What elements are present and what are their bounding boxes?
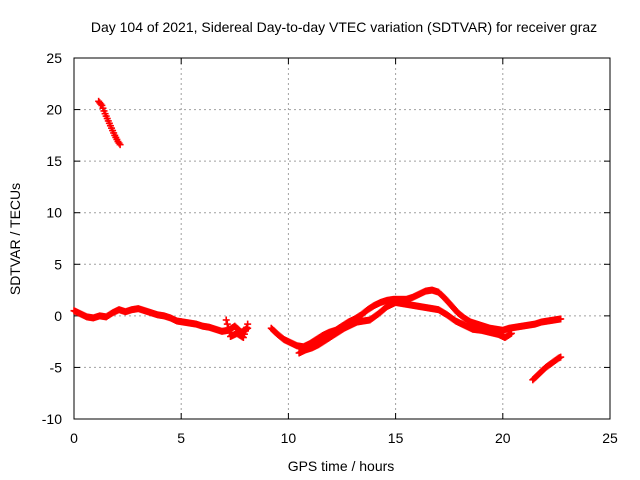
data-point bbox=[274, 330, 287, 343]
data-point bbox=[557, 353, 565, 361]
y-tick-label: 10 bbox=[46, 205, 62, 221]
y-tick-label: 5 bbox=[54, 256, 62, 272]
data-point bbox=[441, 294, 454, 308]
x-tick-label: 15 bbox=[388, 430, 404, 446]
series-segment-main bbox=[70, 305, 252, 336]
y-tick-label: 15 bbox=[46, 153, 62, 169]
data-point bbox=[452, 317, 467, 329]
grid bbox=[74, 58, 610, 419]
data-point bbox=[467, 318, 480, 328]
plot-frame bbox=[73, 57, 611, 420]
data-point bbox=[166, 314, 180, 324]
series-segment-mid-lower-band bbox=[295, 298, 515, 357]
data-point bbox=[447, 302, 461, 316]
y-tick-label: -5 bbox=[50, 359, 63, 375]
data-point bbox=[116, 141, 124, 149]
y-tick-label: -10 bbox=[42, 411, 62, 427]
data-point bbox=[244, 320, 252, 328]
x-tick-labels: 0 5 10 15 20 25 bbox=[70, 430, 618, 446]
data-point bbox=[104, 117, 114, 130]
series-segment-main-dropouts bbox=[222, 316, 252, 342]
y-axis-label: SDTVAR / TECUs bbox=[7, 183, 23, 295]
chart-title: Day 104 of 2021, Sidereal Day-to-day VTE… bbox=[91, 19, 597, 35]
x-tick-label: 20 bbox=[495, 430, 511, 446]
data-point bbox=[374, 303, 390, 318]
y-tick-label: 20 bbox=[46, 102, 62, 118]
data-point bbox=[160, 312, 173, 322]
x-tick-label: 10 bbox=[281, 430, 297, 446]
y-tick-labels: -10 -5 0 5 10 15 20 25 bbox=[42, 50, 62, 427]
data-point bbox=[428, 286, 441, 296]
axis-ticks bbox=[73, 57, 611, 420]
data-point bbox=[293, 342, 306, 351]
data-point bbox=[546, 358, 557, 368]
x-axis-label: GPS time / hours bbox=[288, 458, 395, 474]
data-point bbox=[507, 329, 515, 337]
data-point bbox=[212, 325, 225, 335]
series-segment-early bbox=[95, 97, 124, 149]
y-tick-label: 25 bbox=[46, 50, 62, 66]
series-segment-late bbox=[529, 353, 565, 384]
x-tick-label: 5 bbox=[177, 430, 185, 446]
data-point bbox=[239, 323, 251, 342]
y-tick-label: 0 bbox=[54, 308, 62, 324]
series-segment-mid bbox=[267, 286, 565, 351]
x-tick-label: 0 bbox=[70, 430, 78, 446]
x-tick-label: 25 bbox=[602, 430, 618, 446]
data-point bbox=[392, 298, 441, 313]
data-point bbox=[557, 315, 565, 323]
data-points bbox=[70, 97, 565, 384]
